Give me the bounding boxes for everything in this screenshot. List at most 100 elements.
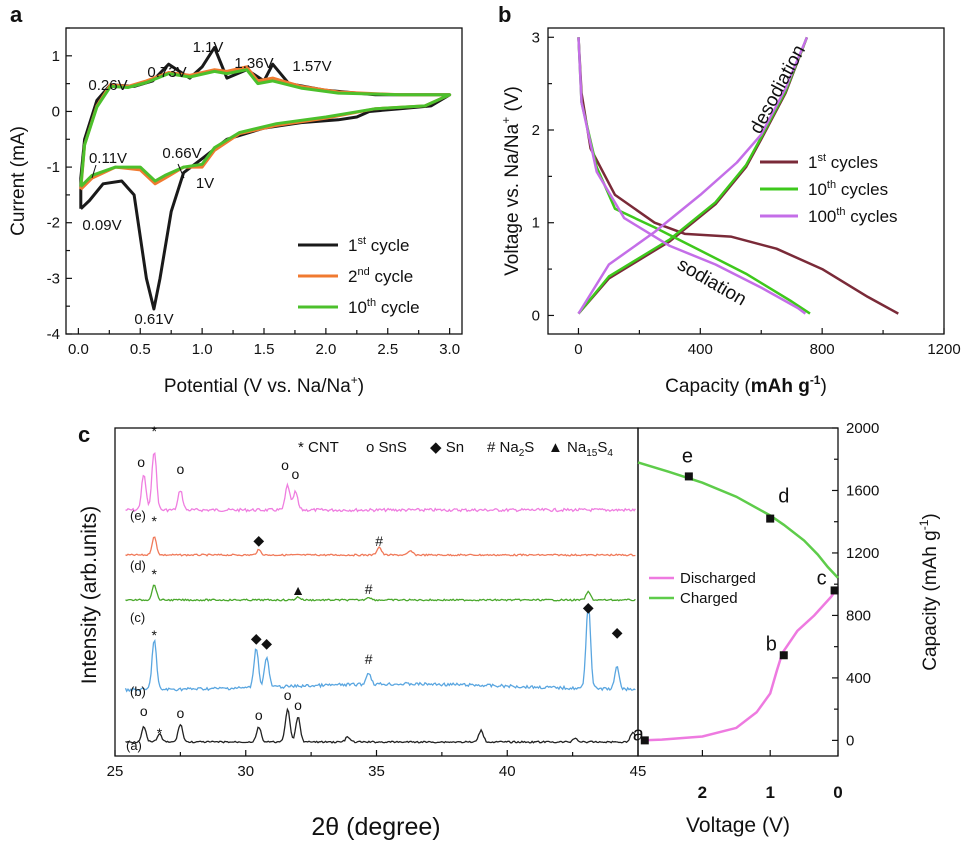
panel-c-peak-marker: o [176,461,184,477]
panel-b: 0 400 800 1200 0 1 2 3 Capacity (mAh g-1) Volt… [499,27,961,397]
panel-c-peak-marker: o [281,457,289,473]
panel-b-xtick-label: 1200 [927,341,960,358]
panel-c-peak-marker: o [284,687,292,703]
panel-c-right-discharged-curve [641,586,840,742]
panel-c-xtick-label: 40 [499,763,516,780]
panel-c-right-point-d [766,514,775,523]
panel-c-right-ytick-label: 1200 [846,545,879,562]
panel-c-right-ytick-label: 0 [846,732,854,749]
panel-c-xlabel: 2θ (degree) [311,813,440,841]
panel-c-trace-label: (c) [130,610,145,625]
panel-c-xtick-label: 35 [368,763,385,780]
panel-b-xtick-label: 800 [810,341,835,358]
panel-c-right-charged-curve [637,461,839,579]
panel-c-peak-marker: ◆ [251,630,262,646]
panel-a-label: a [10,2,23,27]
panel-a-xtick-label: 0.5 [130,341,151,358]
panel-a-annotation-arrow [91,164,97,179]
panel-c-right-point-label: a [633,723,645,745]
panel-c-right-legend-label: Charged [680,590,738,607]
panel-a-annotation: 1.57V [292,58,331,75]
panel-c-trace-label: (e) [130,508,146,523]
panel-c-legend-item: ◆ Sn [430,439,464,456]
panel-a-ytick-label: -4 [47,326,60,343]
panel-a-ytick-label: 0 [52,103,60,120]
panel-c: 25 30 35 40 45 *o o oo*◆ #*▲ #* ◆ ◆#◆◆o*o ooo (e)(d… [78,423,646,841]
panel-a-xtick-label: 1.0 [192,341,213,358]
panel-c-right-point-a [640,736,649,745]
panel-c-peak-marker: # [375,533,383,549]
panel-c-peak-marker: o [137,454,145,470]
panel-c-peak-marker: * [157,725,163,741]
panel-c-legend-item: ▲ Na15S4 [548,439,613,459]
panel-c-right-point-e [684,472,693,481]
panel-b-ytick-label: 0 [532,307,540,324]
panel-c-peak-marker: o [176,705,184,721]
panel-c-right-point-label: c [817,567,827,589]
panel-c-peak-marker: * [151,627,157,643]
panel-c-peak-marker: # [365,651,373,667]
panel-b-series-100th-sodiation [577,37,807,315]
panel-a-xtick-label: 1.5 [254,341,275,358]
panel-c-trace-label: (d) [130,558,146,573]
panel-c-peak-marker: ◆ [612,624,623,640]
panel-c-trace-(c) [125,584,636,602]
panel-a-annotation: 1.1V [193,39,224,56]
panel-c-right-ytick-label: 400 [846,670,871,687]
panel-b-frame [547,27,945,335]
panel-a: 0.0 0.5 1.0 1.5 2.0 2.5 3.0 -4 -3 -2 -1 0 1 Potenti… [8,27,463,397]
panel-a-frame [65,27,463,335]
panel-c-right-point-b [779,651,788,660]
panel-a-xtick-label: 2.5 [377,341,398,358]
panel-b-xtick-label: 400 [688,341,713,358]
panel-b-series-10th-desodiation [577,36,809,315]
panel-c-peak-marker: ◆ [253,532,264,548]
panel-c-xtick-label: 30 [237,763,254,780]
panel-b-series-100th-desodiation [577,36,809,315]
panel-b-annotation-desodiation: desodiation [746,42,810,138]
panel-a-xlabel: Potential (V vs. Na/Na+) [164,373,364,397]
panel-a-annotation-arrow [177,163,185,179]
panel-c-right-ytick-label: 1600 [846,482,879,499]
panel-c-peak-marker: # [365,581,373,597]
panel-a-annotation: 0.61V [134,311,173,328]
panel-a-legend-label: 2nd cycle [348,266,413,286]
panel-c-peak-marker: ◆ [261,635,272,651]
panel-c-legend-item: o SnS [366,439,407,456]
panel-a-xtick-label: 2.0 [315,341,336,358]
panel-b-xlabel: Capacity (mAh g-1) [665,373,827,397]
panel-a-annotation: 0.73V [147,64,186,81]
panel-a-xtick-label: 3.0 [439,341,460,358]
panel-a-annotation: 0.09V [82,217,121,234]
panel-a-ytick-label: -2 [47,215,60,232]
panel-b-legend-label: 100th cycles [808,206,898,226]
panel-c-ylabel: Intensity (arb.units) [78,506,101,685]
panel-c-trace-(d) [125,536,636,557]
panel-a-xtick-label: 0.0 [68,341,89,358]
panel-c-right-frame [637,427,839,757]
panel-a-annotation: 1V [196,175,214,192]
panel-c-peak-marker: * [151,423,157,439]
panel-c-right-point-label: b [766,633,777,655]
panel-a-annotation: 0.66V [162,145,201,162]
panel-b-ytick-label: 1 [532,215,540,232]
panel-c-peak-marker: o [255,707,263,723]
panel-a-ytick-label: -3 [47,270,60,287]
panel-a-series-10th-cycle [79,68,452,188]
panel-a-annotation: 0.11V [89,150,127,167]
panel-c-label: c [78,422,90,447]
panel-c-right-ytick-label: 2000 [846,420,879,437]
panel-c-right-point-label: d [778,486,789,508]
panel-c-peak-marker: o [140,703,148,719]
panel-a-annotation: 0.26V [88,77,127,94]
panel-a-ylabel: Current (mA) [8,126,29,236]
panel-c-legend-item: * CNT [298,439,339,456]
panel-c-peak-marker: * [151,566,157,582]
panel-b-ytick-label: 2 [532,122,540,139]
panel-c-xtick-label: 45 [630,763,647,780]
panel-c-trace-(e) [125,452,636,513]
panel-c-right-xtick-label: 0 [833,783,842,802]
panel-c-trace-(a) [125,707,636,744]
panel-c-peak-marker: o [292,466,300,482]
panel-a-annotation: 1.36V [234,55,273,72]
